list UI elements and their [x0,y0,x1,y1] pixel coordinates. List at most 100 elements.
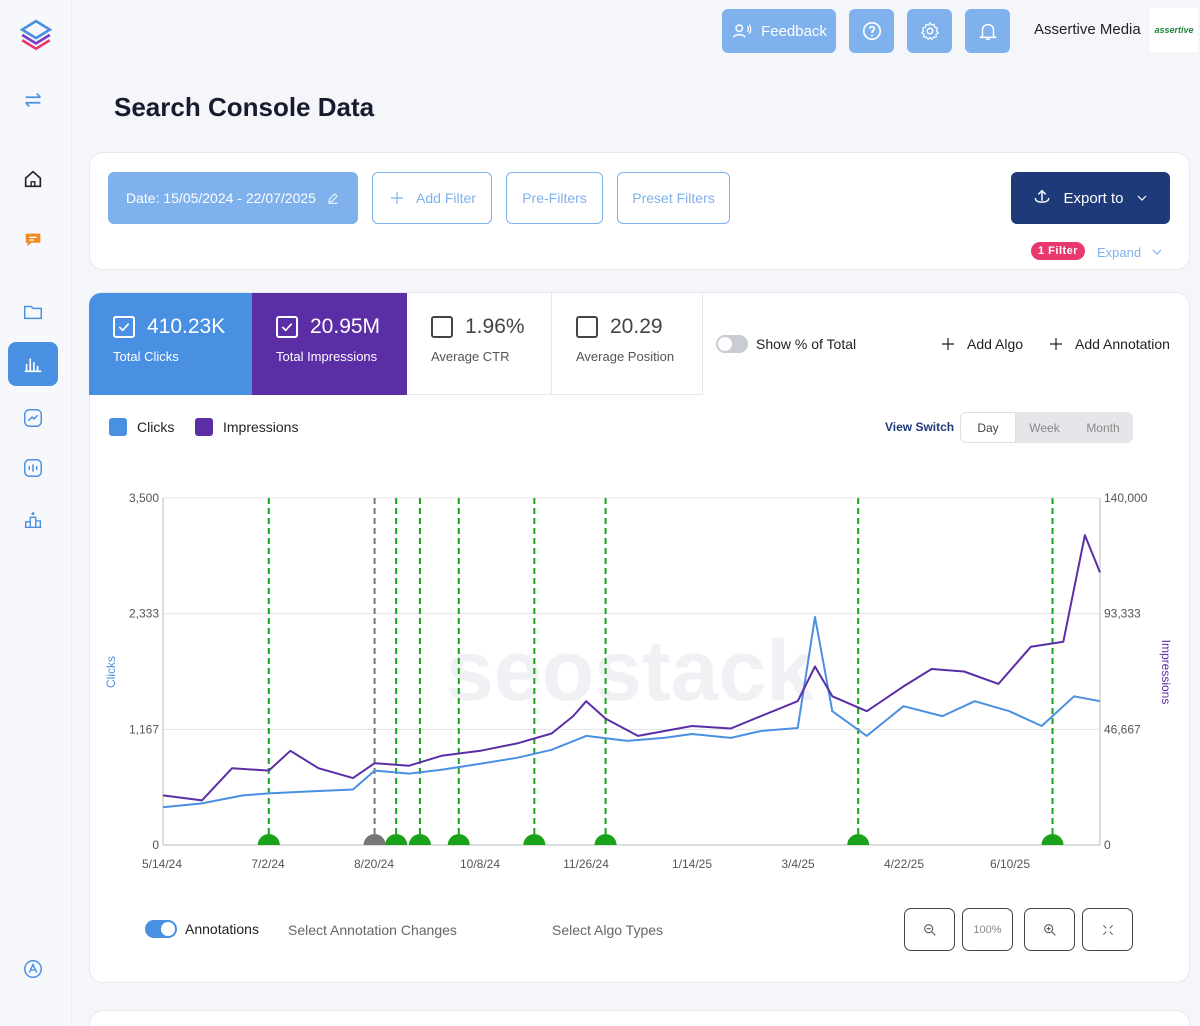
annotations-toggle[interactable]: Annotations [145,920,259,938]
metric-average-ctr[interactable]: 1.96% Average CTR [407,293,552,395]
pulse-icon[interactable] [8,446,58,490]
pre-filters-label: Pre-Filters [522,190,587,206]
bell-icon [978,23,997,40]
view-month-button[interactable]: Month [1073,412,1133,443]
checkbox-checked-icon [276,316,298,338]
watermark-text: seostack [446,623,814,719]
expand-arrows-icon [1102,924,1113,935]
series-line-clicks [162,616,1101,809]
metric-value: 410.23K [147,315,226,338]
help-button[interactable] [849,9,894,53]
y2-axis-label: Impressions [1159,640,1173,705]
clicks-swatch [109,418,127,436]
x-tick-label: 3/4/25 [781,857,815,871]
notifications-button[interactable] [965,9,1010,53]
y2-tick-label: 0 [1104,838,1111,852]
zoom-reset-button[interactable]: 100% [962,908,1013,951]
zoom-in-button[interactable] [1024,908,1075,951]
feedback-label: Feedback [761,22,827,40]
checkbox-checked-icon [113,316,135,338]
y2-tick-label: 93,333 [1104,607,1141,621]
toggle-sidebar-icon[interactable] [8,78,58,122]
x-tick-label: 1/14/25 [672,857,712,871]
legend-label: Impressions [223,419,299,435]
zoom-out-button[interactable] [904,908,955,951]
metric-label: Total Clicks [113,349,179,364]
feedback-button[interactable]: Feedback [722,9,836,53]
toggle-switch[interactable] [716,335,748,353]
chart-card [89,292,1190,983]
settings-circle-icon[interactable] [8,947,58,991]
metric-label: Average Position [576,349,675,364]
metric-value: 1.96% [465,315,525,338]
fullscreen-button[interactable] [1082,908,1133,951]
zoom-out-icon [923,923,936,936]
view-option-label: Week [1029,420,1060,435]
ranking-icon[interactable] [8,498,58,542]
feedback-icon [733,24,752,38]
chart-series [162,534,1101,809]
annotation-marker [408,834,431,845]
date-range-label: Date: 15/05/2024 - 22/07/2025 [126,190,316,206]
select-annotation-changes[interactable]: Select Annotation Changes [288,922,457,938]
company-logo-text: assertive [1154,25,1194,35]
plus-icon [942,338,954,350]
bar-chart-icon[interactable] [8,342,58,386]
add-algo-label: Add Algo [967,336,1024,352]
folder-icon[interactable] [8,290,58,334]
preset-filters-button[interactable]: Preset Filters [617,172,730,224]
pre-filters-button[interactable]: Pre-Filters [506,172,603,224]
view-week-button[interactable]: Week [1016,412,1073,443]
add-algo-button[interactable]: Add Algo [939,335,1023,353]
expand-button[interactable]: Expand [1097,244,1165,260]
annotations-label: Annotations [185,921,259,937]
show-percent-toggle[interactable]: Show % of Total [716,335,856,353]
x-tick-label: 7/2/24 [251,857,285,871]
home-icon[interactable] [8,157,58,201]
chevron-down-icon [1137,195,1146,201]
edit-icon [328,193,338,204]
annotation-marker [385,834,408,845]
zoom-reset-label: 100% [973,923,1002,936]
checkbox-icon [576,316,598,338]
y-tick-label: 3,500 [129,491,159,505]
metric-total-impressions[interactable]: 20.95M Total Impressions [252,293,407,395]
x-tick-label: 8/20/24 [354,857,394,871]
export-button[interactable]: Export to [1011,172,1170,224]
app-logo-icon[interactable] [11,14,61,58]
checkbox-icon [431,316,453,338]
settings-button[interactable] [907,9,952,53]
x-tick-label: 5/14/24 [142,857,182,871]
view-option-label: Month [1086,420,1120,435]
line-chart: seostack 3,500 140,000 2,333 93,333 1,167 46,… [104,491,1173,871]
annotation-marker [447,834,470,845]
company-logo: assertive [1150,8,1198,52]
impressions-swatch [195,418,213,436]
question-icon [862,21,881,41]
export-label: Export to [1063,189,1124,207]
next-card [89,1010,1190,1026]
metric-total-clicks[interactable]: 410.23K Total Clicks [89,293,252,395]
legend-impressions[interactable]: Impressions [195,418,298,436]
annotation-marker [257,834,280,845]
toggle-switch[interactable] [145,920,177,938]
x-tick-label: 11/26/24 [563,857,609,871]
add-annotation-button[interactable]: Add Annotation [1047,335,1170,353]
metric-average-position[interactable]: 20.29 Average Position [552,293,703,395]
company-name: Assertive Media [1034,21,1141,38]
trend-icon[interactable] [8,396,58,440]
select-algo-types[interactable]: Select Algo Types [552,922,664,938]
annotation-marker [1041,834,1064,845]
chat-icon[interactable] [8,218,58,262]
add-filter-button[interactable]: Add Filter [372,172,492,224]
page-title: Search Console Data [114,92,375,122]
y-tick-label: 0 [152,838,159,852]
plus-icon [1050,338,1062,350]
annotation-marker [523,834,546,845]
legend-clicks[interactable]: Clicks [109,418,174,436]
annotation-marker [594,834,617,845]
filter-count-badge[interactable]: 1 Filter [1031,242,1086,260]
metric-label: Average CTR [431,349,510,364]
date-range-button[interactable]: Date: 15/05/2024 - 22/07/2025 [108,172,358,224]
view-day-button[interactable]: Day [960,412,1016,443]
